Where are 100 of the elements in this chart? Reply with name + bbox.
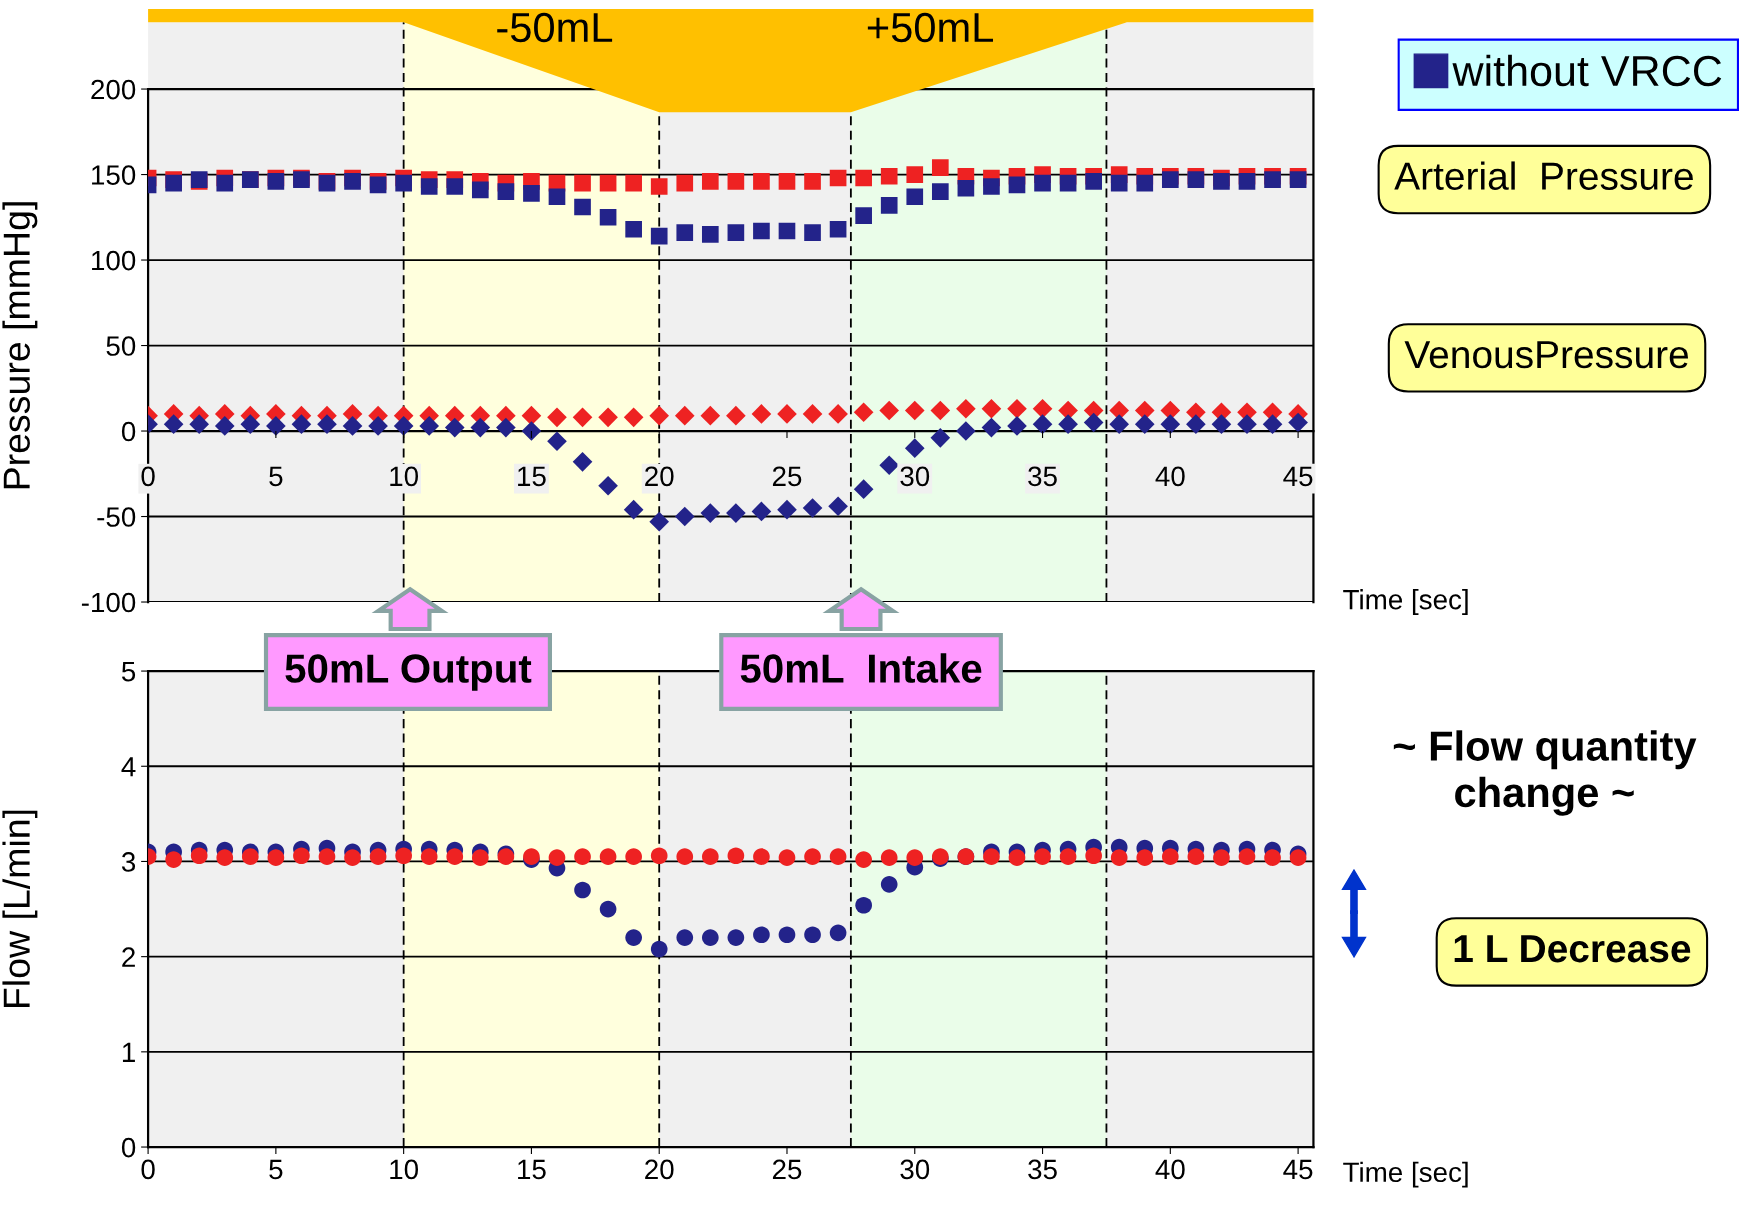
- point: [599, 208, 617, 226]
- point: [778, 926, 796, 944]
- y-tick-label: -100: [81, 592, 136, 613]
- point: [880, 849, 898, 866]
- y-tick-label: -50: [97, 507, 136, 527]
- point: [727, 929, 745, 946]
- point: [574, 881, 591, 899]
- y-tick-label: 100: [92, 250, 136, 271]
- point: [880, 196, 898, 214]
- point: [828, 496, 848, 517]
- point: [344, 849, 361, 866]
- y-tick-label: 0: [121, 1137, 136, 1158]
- point: [547, 431, 567, 452]
- point: [777, 499, 797, 520]
- y-tick-label: 2: [122, 947, 135, 967]
- point: [523, 185, 540, 202]
- point: [240, 414, 261, 435]
- point: [1264, 171, 1281, 189]
- x-tick-label: 10: [390, 466, 419, 487]
- y-tick-label: 150: [92, 165, 136, 185]
- point: [521, 421, 542, 441]
- point: [981, 417, 1002, 438]
- point: [625, 174, 642, 192]
- point: [880, 875, 898, 893]
- point: [625, 220, 642, 238]
- text: ~ Flow quantity change ~: [1393, 730, 1697, 816]
- y-tick-label: 5: [121, 662, 136, 682]
- point: [216, 849, 234, 866]
- point: [700, 503, 721, 523]
- point: [393, 416, 414, 436]
- y-tick-label: 1: [122, 1042, 135, 1062]
- point: [906, 849, 924, 866]
- point: [829, 220, 847, 238]
- point: [241, 848, 259, 866]
- point: [470, 417, 491, 438]
- point: [471, 181, 489, 199]
- point: [650, 940, 668, 958]
- point: [574, 198, 591, 216]
- point: [598, 407, 618, 428]
- point: [1136, 174, 1154, 192]
- point: [904, 400, 925, 421]
- point: [1085, 173, 1102, 190]
- point: [1262, 414, 1283, 435]
- point: [623, 407, 644, 428]
- point: [727, 224, 745, 242]
- point: [496, 417, 516, 438]
- point: [726, 405, 746, 426]
- point: [904, 438, 925, 458]
- point: [216, 174, 234, 192]
- point: [574, 174, 591, 192]
- text: +50mL: [867, 12, 993, 43]
- point: [572, 407, 593, 428]
- point: [497, 183, 515, 200]
- point: [547, 407, 567, 428]
- x-tick-label: 0: [141, 1159, 155, 1180]
- point: [879, 400, 900, 421]
- point: [650, 178, 668, 195]
- y-tick-label: 4: [121, 757, 136, 777]
- point: [1237, 414, 1257, 435]
- point: [1058, 414, 1078, 435]
- point: [957, 179, 975, 197]
- x-tick-label: 15: [518, 1159, 546, 1180]
- point: [931, 159, 949, 177]
- point: [906, 188, 924, 206]
- point: [701, 173, 719, 190]
- point: [853, 402, 874, 423]
- point: [983, 178, 1000, 195]
- point: [753, 222, 770, 240]
- point: [548, 849, 566, 866]
- point: [521, 405, 542, 426]
- x-tick-label: 45: [1283, 466, 1313, 487]
- point: [267, 173, 285, 190]
- point: [1032, 414, 1053, 435]
- y-tick-label: 200: [91, 79, 136, 100]
- point: [727, 173, 745, 190]
- point: [317, 414, 337, 435]
- text: 1 L Decrease: [1454, 935, 1691, 963]
- point: [930, 428, 951, 448]
- point: [291, 414, 312, 435]
- point: [1134, 414, 1155, 435]
- point: [1289, 849, 1307, 866]
- point: [676, 929, 694, 946]
- point: [369, 176, 387, 194]
- x-tick-label: 40: [1155, 1159, 1185, 1180]
- point: [623, 499, 644, 520]
- point: [930, 400, 951, 421]
- point: [293, 847, 310, 865]
- point: [190, 847, 208, 865]
- x-tick-label: 35: [1028, 466, 1057, 487]
- point: [1059, 848, 1077, 866]
- point: [471, 849, 489, 866]
- point: [778, 222, 796, 240]
- x-tick-label: 15: [518, 466, 546, 487]
- text: Arterial Pressure: [1394, 161, 1693, 190]
- point: [1160, 414, 1181, 435]
- point: [855, 896, 872, 914]
- point: [1008, 849, 1026, 866]
- annotation: 50mL Output: [285, 654, 532, 691]
- point: [214, 416, 235, 436]
- point: [420, 848, 438, 866]
